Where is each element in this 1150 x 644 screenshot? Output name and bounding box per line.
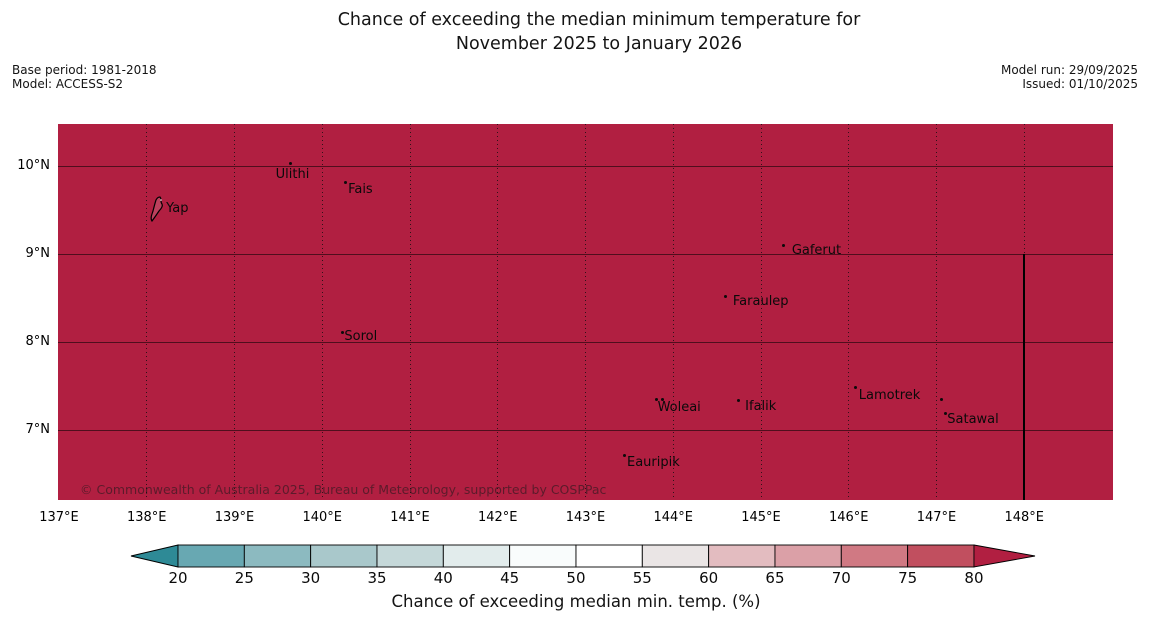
meridian-gridline xyxy=(936,124,937,500)
title-line-2: November 2025 to January 2026 xyxy=(455,34,743,54)
colorbar-segment xyxy=(774,544,842,568)
colorbar-tick-25: 25 xyxy=(234,569,254,587)
colorbar-segment xyxy=(840,544,909,568)
place-label-ulithi: Ulithi xyxy=(275,167,310,183)
colorbar-segment xyxy=(708,544,776,568)
meridian-gridline xyxy=(672,124,674,500)
place-label-gaferut: Gaferut xyxy=(791,243,842,259)
colorbar-tick-80: 80 xyxy=(964,569,984,587)
parallel-gridline xyxy=(58,429,1113,431)
meridian-gridline xyxy=(760,124,762,500)
copyright-text: © Commonwealth of Australia 2025, Bureau… xyxy=(80,482,607,497)
colorbar-segment xyxy=(310,544,378,568)
y-axis-tick-9n: 9°N xyxy=(25,246,51,261)
island-marker-lamotrek xyxy=(854,386,858,390)
title-line-1: Chance of exceeding the median minimum t… xyxy=(337,10,861,30)
x-axis-tick-143e: 143°E xyxy=(565,510,606,525)
x-axis-tick-145e: 145°E xyxy=(741,510,781,525)
x-axis-tick-140e: 140°E xyxy=(302,510,343,525)
yap-island-shape xyxy=(149,195,167,227)
parallel-gridline xyxy=(58,341,1113,343)
model-name-text: Model: ACCESS-S2 xyxy=(12,76,124,91)
colorbar-segment xyxy=(442,544,511,568)
x-axis-tick-141e: 141°E xyxy=(390,510,430,525)
place-label-satawal: Satawal xyxy=(947,412,999,428)
x-axis-tick-138e: 138°E xyxy=(126,510,167,525)
colorbar-tick-20: 20 xyxy=(168,569,188,587)
place-label-yap: Yap xyxy=(166,201,189,217)
place-label-lamotrek: Lamotrek xyxy=(858,387,921,403)
page-title: Chance of exceeding the median minimum t… xyxy=(0,8,1150,56)
x-axis-tick-147e: 147°E xyxy=(916,510,957,525)
x-axis-tick-146e: 146°E xyxy=(828,510,869,525)
island-marker-faraulep xyxy=(724,294,728,298)
colorbar-over-arrow xyxy=(973,544,1036,568)
issued-text: Issued: 01/10/2025 xyxy=(1022,76,1138,91)
colorbar-tick-35: 35 xyxy=(367,569,387,587)
colorbar-tick-75: 75 xyxy=(898,569,918,587)
meridian-gridline xyxy=(585,124,586,500)
island-marker-satawal xyxy=(943,411,947,415)
place-label-eauripik: Eauripik xyxy=(626,454,680,470)
x-axis-tick-139e: 139°E xyxy=(214,510,255,525)
model-run-text: Model run: 29/09/2025 xyxy=(1000,63,1138,77)
place-label-woleai: Woleai xyxy=(657,400,701,416)
island-marker-fais xyxy=(343,181,347,185)
colorbar-tick-65: 65 xyxy=(765,569,785,587)
colorbar-segment xyxy=(575,544,643,568)
colorbar-segment xyxy=(907,544,975,568)
island-marker-sorol xyxy=(340,330,344,334)
island-marker-woleai-2 xyxy=(661,397,665,401)
x-axis-tick-137e: 137°E xyxy=(39,510,79,525)
run-info: Model run: 29/09/2025 Issued: 01/10/2025 xyxy=(1000,63,1138,91)
colorbar-segment xyxy=(243,544,312,568)
map-panel: © Commonwealth of Australia 2025, Bureau… xyxy=(58,124,1113,500)
x-axis-tick-144e: 144°E xyxy=(653,510,694,525)
parallel-gridline xyxy=(58,165,1113,167)
meridian-gridline xyxy=(234,124,235,500)
x-axis-tick-148e: 148°E xyxy=(1004,510,1045,525)
colorbar-tick-40: 40 xyxy=(433,569,453,587)
y-axis-tick-8n: 8°N xyxy=(25,334,51,349)
place-label-fais: Fais xyxy=(348,181,373,197)
colorbar-tick-70: 70 xyxy=(831,569,851,587)
colorbar-tick-30: 30 xyxy=(301,569,321,587)
colorbar-svg xyxy=(130,544,1036,568)
island-marker-lamotrek-2 xyxy=(940,398,944,402)
meridian-gridline xyxy=(146,124,148,500)
parallel-gridline xyxy=(58,253,1113,255)
y-axis-tick-7n: 7°N xyxy=(25,422,51,437)
colorbar-tick-50: 50 xyxy=(566,569,586,587)
colorbar-tick-45: 45 xyxy=(500,569,520,587)
region-boundary-line xyxy=(1023,254,1026,500)
y-axis-tick-10n: 10°N xyxy=(17,158,50,173)
island-marker-ifalik xyxy=(736,398,740,402)
island-marker-gaferut xyxy=(782,243,786,247)
place-label-faraulep: Faraulep xyxy=(732,294,789,310)
colorbar-segment xyxy=(509,544,577,568)
island-marker-woleai xyxy=(655,397,659,401)
model-info: Base period: 1981-2018 Model: ACCESS-S2 xyxy=(12,63,157,91)
meridian-gridline xyxy=(848,124,850,500)
colorbar-tick-60: 60 xyxy=(699,569,719,587)
colorbar-segment xyxy=(376,544,444,568)
meridian-gridline xyxy=(409,124,411,500)
place-label-sorol: Sorol xyxy=(344,329,378,345)
meridian-gridline xyxy=(321,124,323,500)
place-label-ifalik: Ifalik xyxy=(745,399,777,415)
colorbar-segment xyxy=(641,544,710,568)
colorbar-segment xyxy=(177,544,245,568)
base-period-text: Base period: 1981-2018 xyxy=(12,63,157,77)
colorbar-caption: Chance of exceeding median min. temp. (%… xyxy=(391,592,761,611)
island-marker-eauripik xyxy=(623,454,627,458)
island-marker-ulithi xyxy=(289,161,293,165)
colorbar-under-arrow xyxy=(130,544,179,568)
meridian-gridline xyxy=(497,124,499,500)
colorbar-tick-55: 55 xyxy=(632,569,652,587)
x-axis-tick-142e: 142°E xyxy=(477,510,518,525)
